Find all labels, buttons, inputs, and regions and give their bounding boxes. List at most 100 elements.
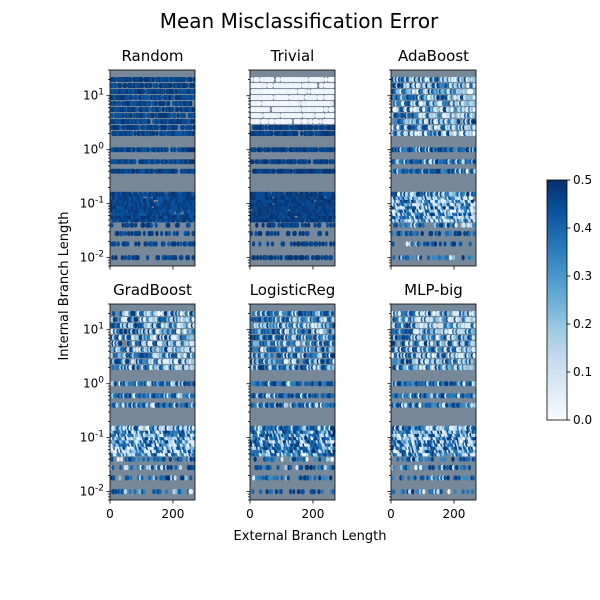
hex-cell	[299, 456, 303, 462]
hex-cell	[136, 464, 140, 471]
hex-cell	[111, 364, 115, 371]
hex-cell	[315, 241, 319, 247]
hex-cell	[272, 222, 276, 228]
hex-cell	[314, 82, 318, 89]
hex-cell	[295, 255, 299, 261]
hex-cell	[467, 230, 471, 237]
hex-cell	[290, 255, 294, 261]
y-tick-label: 10-1	[80, 196, 104, 211]
hex-cell	[311, 130, 315, 137]
hex-cell	[166, 464, 170, 471]
hex-cell	[126, 475, 130, 481]
hex-cell	[250, 76, 254, 83]
hex-cell	[331, 130, 335, 137]
hex-cell	[298, 230, 302, 237]
hex-cell	[128, 489, 132, 495]
hex-cell	[164, 310, 168, 317]
hex-cell	[134, 106, 138, 113]
hex-cell	[182, 393, 186, 399]
hex-cell	[145, 94, 150, 101]
hex-cell	[420, 230, 424, 237]
hex-cell	[277, 222, 281, 228]
hex-cell	[267, 230, 271, 237]
hex-cell	[329, 222, 333, 228]
hex-cell	[454, 222, 458, 228]
hex-cell	[141, 82, 145, 89]
hex-cell	[191, 118, 195, 125]
hex-cell	[184, 241, 188, 247]
hex-cell	[454, 100, 458, 107]
hex-cell	[445, 191, 449, 197]
hex-cell	[295, 130, 299, 137]
x-tick-label: 0	[106, 507, 114, 521]
hex-cell	[329, 475, 333, 481]
hex-cell	[173, 112, 177, 119]
hex-cell	[459, 94, 464, 101]
hex-cell	[176, 346, 180, 353]
hex-cell	[167, 100, 171, 107]
hex-cell	[145, 464, 150, 471]
hex-cell	[461, 106, 465, 113]
hex-cell	[141, 456, 146, 462]
hex-cell	[249, 230, 253, 237]
hex-cell	[265, 489, 269, 495]
hex-cell	[443, 168, 447, 174]
hex-cell	[114, 393, 118, 399]
hex-cell	[259, 255, 263, 261]
hex-cell	[410, 147, 414, 153]
hex-cell	[121, 112, 125, 119]
panel-title: LogisticReg	[250, 281, 336, 299]
hex-cell	[331, 82, 335, 89]
hex-cell	[325, 255, 329, 261]
hex-cell	[155, 130, 159, 137]
hex-cell	[438, 241, 442, 247]
hex-cell	[162, 456, 166, 462]
hex-cell	[162, 100, 166, 107]
hex-cell	[139, 191, 143, 197]
hex-cell	[128, 340, 132, 347]
hex-cell	[272, 456, 276, 462]
hex-cell	[318, 230, 323, 237]
hex-cell	[143, 112, 147, 119]
hex-cell	[125, 352, 129, 359]
hex-cell	[119, 456, 124, 462]
hex-cell	[261, 124, 265, 131]
hex-cell	[189, 489, 194, 495]
panel-title: GradBoost	[113, 281, 192, 299]
hex-cell	[406, 159, 410, 165]
hex-cell	[141, 464, 145, 471]
hex-cell	[155, 82, 159, 89]
hex-cell	[405, 241, 409, 247]
hex-cell	[142, 489, 146, 495]
hex-cell	[132, 168, 136, 174]
hex-cell	[164, 489, 168, 495]
hex-cell	[314, 94, 318, 101]
hex-cell	[301, 489, 305, 495]
hex-cell	[437, 255, 442, 261]
hex-cell	[441, 94, 445, 101]
hex-cell	[458, 159, 462, 165]
hex-cell	[175, 402, 179, 408]
hex-cell	[173, 147, 177, 153]
hex-cell	[410, 241, 414, 247]
hex-cell	[134, 94, 138, 101]
hex-cell	[443, 241, 447, 247]
hex-cell	[418, 241, 422, 247]
hex-cell	[168, 112, 172, 119]
hex-cell	[157, 310, 161, 317]
hex-cell	[130, 464, 134, 471]
hex-cell	[179, 310, 183, 317]
hex-cell	[453, 106, 457, 113]
hex-cell	[133, 130, 137, 137]
hex-cell	[452, 255, 456, 261]
hex-cell	[123, 82, 127, 89]
hex-cell	[254, 230, 258, 237]
x-tick-label: 200	[162, 507, 185, 521]
hex-cell	[158, 489, 162, 495]
hex-cell	[160, 322, 164, 329]
hex-cell	[186, 230, 190, 237]
hex-cell	[128, 191, 132, 197]
hex-cell	[130, 130, 134, 137]
hex-cell	[134, 241, 138, 247]
hex-cell	[259, 112, 264, 119]
